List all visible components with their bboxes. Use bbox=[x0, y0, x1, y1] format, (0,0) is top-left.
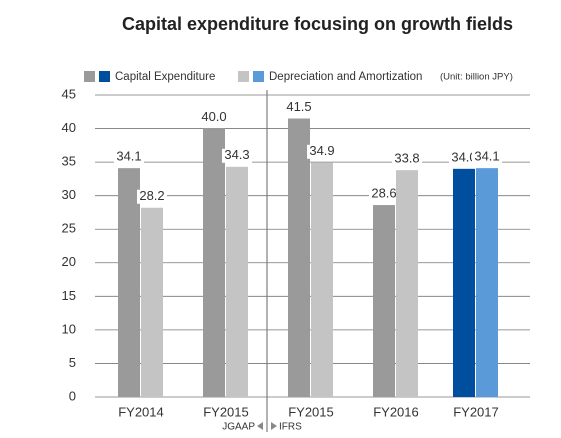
y-tick-label: 35 bbox=[62, 154, 76, 169]
legend-swatch bbox=[253, 71, 264, 82]
arrow-left bbox=[257, 422, 263, 430]
data-label: 34.1 bbox=[116, 149, 141, 164]
bar bbox=[288, 118, 310, 397]
y-tick-label: 40 bbox=[62, 120, 76, 135]
label-bg bbox=[369, 187, 399, 202]
data-label: 34.0 bbox=[451, 149, 476, 164]
label-bg bbox=[472, 150, 502, 165]
annotation: JGAAP bbox=[222, 422, 255, 433]
legend-swatch bbox=[238, 71, 249, 82]
bar bbox=[373, 205, 395, 397]
bar bbox=[396, 170, 418, 397]
bar bbox=[226, 166, 248, 397]
label-bg bbox=[222, 148, 252, 163]
data-label: 41.5 bbox=[286, 99, 311, 114]
y-tick-label: 45 bbox=[62, 86, 76, 101]
label-bg bbox=[137, 189, 167, 204]
label-bg bbox=[307, 144, 337, 159]
x-tick-label: FY2015 bbox=[203, 404, 249, 419]
label-bg bbox=[449, 150, 479, 165]
x-tick-label: FY2016 bbox=[373, 404, 419, 419]
legend-label: Capital Expenditure bbox=[115, 71, 215, 83]
legend-label: Depreciation and Amortization bbox=[269, 71, 422, 83]
y-tick-label: 0 bbox=[69, 388, 76, 403]
x-tick-label: FY2017 bbox=[453, 404, 499, 419]
data-label: 40.0 bbox=[201, 109, 226, 124]
y-tick-label: 5 bbox=[69, 355, 76, 370]
annotation: IFRS bbox=[279, 422, 302, 433]
data-label: 33.8 bbox=[394, 151, 419, 166]
y-tick-label: 20 bbox=[62, 254, 76, 269]
data-label: 28.2 bbox=[139, 188, 164, 203]
label-bg bbox=[392, 152, 422, 167]
chart-title: Capital expenditure focusing on growth f… bbox=[122, 14, 513, 34]
unit-note: (Unit: billion JPY) bbox=[440, 72, 513, 83]
x-tick-label: FY2015 bbox=[288, 404, 334, 419]
label-bg bbox=[114, 150, 144, 165]
bar bbox=[118, 168, 140, 397]
bar bbox=[141, 207, 163, 397]
y-tick-label: 15 bbox=[62, 288, 76, 303]
bar bbox=[311, 162, 333, 397]
legend-swatch bbox=[84, 71, 95, 82]
bar bbox=[203, 128, 225, 398]
data-label: 34.9 bbox=[309, 143, 334, 158]
y-tick-label: 10 bbox=[62, 321, 76, 336]
label-bg bbox=[284, 100, 314, 115]
y-tick-label: 30 bbox=[62, 187, 76, 202]
x-tick-label: FY2014 bbox=[118, 404, 164, 419]
legend-swatch bbox=[99, 71, 110, 82]
bar bbox=[476, 168, 498, 397]
arrow-right bbox=[271, 422, 277, 430]
data-label: 34.1 bbox=[474, 149, 499, 164]
data-label: 28.6 bbox=[371, 185, 396, 200]
label-bg bbox=[199, 110, 229, 125]
data-label: 34.3 bbox=[224, 147, 249, 162]
bar bbox=[453, 168, 475, 397]
y-tick-label: 25 bbox=[62, 221, 76, 236]
